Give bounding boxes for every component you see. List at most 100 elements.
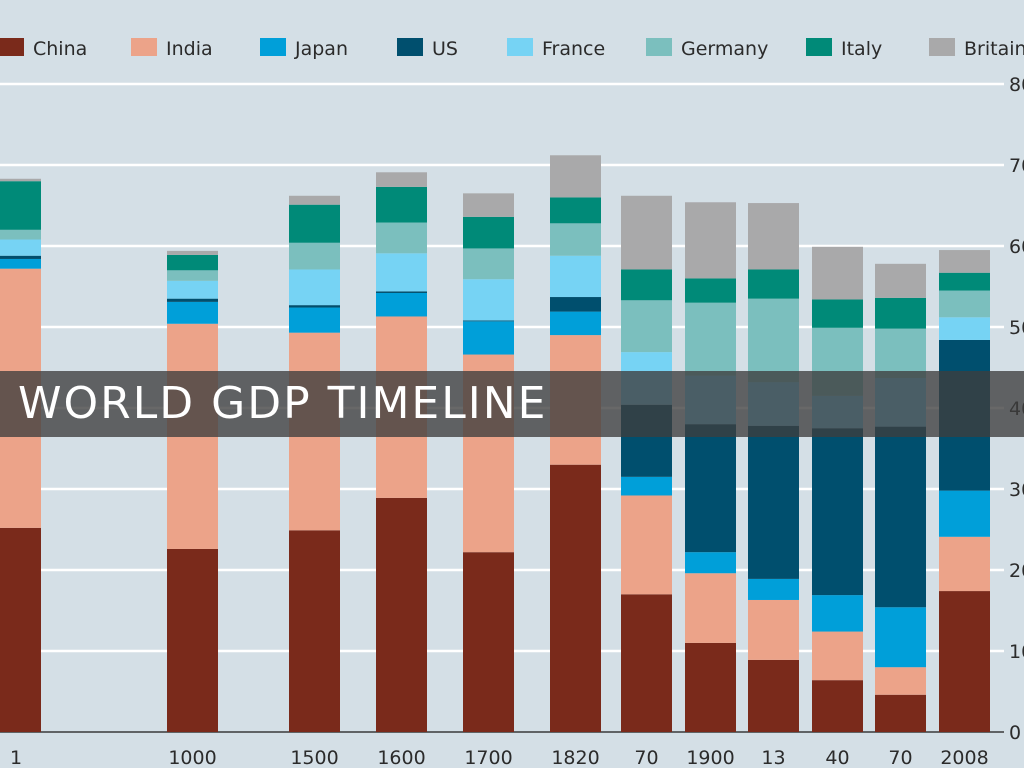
bar-segment-italy	[875, 297, 926, 329]
bar-segment-italy	[621, 269, 672, 301]
bar-segment-germany	[167, 270, 218, 281]
bar-segment-italy	[463, 216, 514, 249]
bar-segment-france	[289, 269, 340, 306]
bar-segment-india	[685, 573, 736, 643]
bar-segment-britain	[463, 193, 514, 217]
bar-segment-italy	[289, 204, 340, 243]
bar-stack-1600	[376, 172, 427, 732]
legend-label: Britain	[964, 38, 1024, 60]
bar-segment-germany	[748, 298, 799, 383]
y-axis-ticks: 01020304050607080	[1009, 74, 1024, 744]
bar-segment-china	[463, 552, 514, 732]
legend-label: US	[432, 38, 458, 60]
bar-segment-china	[748, 659, 799, 732]
bars	[0, 155, 990, 732]
legend-label: India	[166, 38, 213, 60]
bar-segment-india	[748, 599, 799, 660]
bar-segment-britain	[748, 203, 799, 270]
bar-segment-germany	[939, 290, 990, 318]
bar-segment-japan	[748, 578, 799, 600]
bar-stack-1820	[550, 155, 601, 732]
bar-segment-india	[875, 667, 926, 695]
bar-segment-germany	[376, 222, 427, 254]
bar-segment-japan	[939, 490, 990, 537]
bar-segment-italy	[0, 181, 41, 230]
bar-segment-france	[550, 255, 601, 298]
bar-segment-britain	[621, 195, 672, 270]
bar-segment-us	[875, 426, 926, 608]
bar-segment-france	[167, 280, 218, 299]
y-tick-label: 0	[1009, 722, 1021, 744]
legend-label: Germany	[681, 38, 768, 60]
x-tick-label: 2008	[940, 747, 988, 768]
x-tick-label: 70	[634, 747, 658, 768]
bar-segment-china	[875, 694, 926, 732]
bar-segment-india	[621, 495, 672, 595]
legend-swatch	[507, 38, 533, 56]
bar-segment-britain	[167, 250, 218, 255]
legend-item-germany: Germany	[646, 38, 768, 60]
bar-segment-us	[376, 291, 427, 293]
bar-segment-france	[0, 239, 41, 256]
bar-stack-1700	[463, 193, 514, 732]
bar-segment-france	[463, 279, 514, 321]
x-tick-label: 1700	[464, 747, 512, 768]
bar-segment-japan	[463, 321, 514, 355]
bar-segment-us	[550, 297, 601, 312]
x-tick-label: 1820	[551, 747, 599, 768]
y-tick-label: 50	[1009, 317, 1024, 339]
bar-stack-40	[812, 246, 863, 732]
bar-segment-china	[685, 642, 736, 732]
x-tick-label: 13	[761, 747, 785, 768]
bar-segment-india	[812, 631, 863, 681]
bar-segment-britain	[685, 202, 736, 279]
legend-item-china: China	[0, 38, 87, 60]
bar-segment-india	[939, 536, 990, 592]
x-tick-label: 1600	[377, 747, 425, 768]
legend-item-us: US	[397, 38, 458, 60]
bar-segment-britain	[550, 155, 601, 198]
legend-label: China	[33, 38, 87, 60]
legend-swatch	[646, 38, 672, 56]
bar-segment-germany	[0, 229, 41, 240]
bar-segment-britain	[0, 178, 41, 182]
bar-stack-1900	[685, 202, 736, 732]
y-tick-label: 20	[1009, 560, 1024, 582]
bar-segment-france	[376, 253, 427, 292]
y-tick-label: 10	[1009, 641, 1024, 663]
y-tick-label: 80	[1009, 74, 1024, 96]
bar-segment-china	[376, 497, 427, 732]
bar-segment-china	[550, 464, 601, 732]
bar-segment-italy	[550, 197, 601, 224]
bar-segment-us	[289, 305, 340, 308]
bar-segment-us	[167, 298, 218, 302]
bar-segment-japan	[167, 301, 218, 324]
bar-segment-china	[621, 594, 672, 732]
legend-swatch	[806, 38, 832, 56]
bar-segment-france	[939, 317, 990, 340]
bar-segment-china	[812, 680, 863, 732]
bar-segment-germany	[875, 328, 926, 379]
legend-swatch	[397, 38, 423, 56]
x-tick-label: 1900	[686, 747, 734, 768]
legend-item-britain: Britain	[929, 38, 1024, 60]
bar-segment-britain	[376, 172, 427, 187]
x-tick-label: 70	[888, 747, 912, 768]
bar-segment-japan	[621, 476, 672, 496]
bar-segment-italy	[939, 272, 990, 291]
bar-segment-china	[0, 527, 41, 732]
bar-segment-us	[812, 428, 863, 596]
legend-swatch	[929, 38, 955, 56]
legend-swatch	[260, 38, 286, 56]
bar-segment-germany	[463, 248, 514, 280]
legend-item-india: India	[131, 38, 213, 60]
bar-segment-germany	[621, 300, 672, 353]
bar-segment-japan	[289, 307, 340, 333]
bar-segment-china	[289, 530, 340, 732]
legend-item-japan: Japan	[260, 38, 348, 60]
bar-segment-britain	[812, 246, 863, 300]
bar-segment-us	[685, 424, 736, 553]
bar-segment-us	[748, 425, 799, 579]
bar-segment-britain	[289, 195, 340, 205]
bar-segment-italy	[685, 278, 736, 303]
